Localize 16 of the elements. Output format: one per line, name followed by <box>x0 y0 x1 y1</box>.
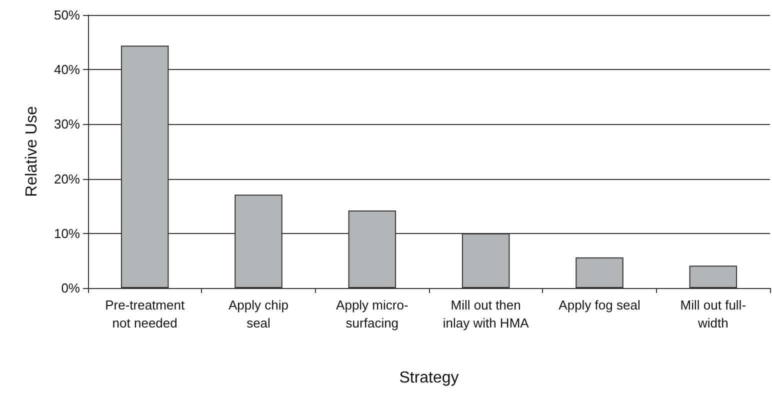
y-tick-label: 50% <box>54 8 80 22</box>
y-tick-label: 0% <box>61 280 80 296</box>
x-tick-label: Apply micro-surfacing <box>336 298 408 330</box>
x-tick-label: Pre-treatment not needed <box>105 298 185 330</box>
x-axis-title: Strategy <box>399 370 459 386</box>
x-tick-label: Apply chip seal <box>228 298 288 330</box>
bar <box>689 266 738 288</box>
x-tick-label: Mill out full-width <box>680 298 746 330</box>
y-tick-label: 30% <box>54 116 80 132</box>
x-tick-label: Mill out then inlay with HMA <box>442 298 530 330</box>
bar <box>576 257 624 288</box>
y-tick-label: 20% <box>54 171 80 186</box>
y-tick-label: 10% <box>54 226 80 241</box>
y-tick-label: 40% <box>54 62 80 78</box>
x-tick-label: Apply fog seal <box>558 298 640 312</box>
y-axis-title: Relative Use <box>24 106 40 197</box>
